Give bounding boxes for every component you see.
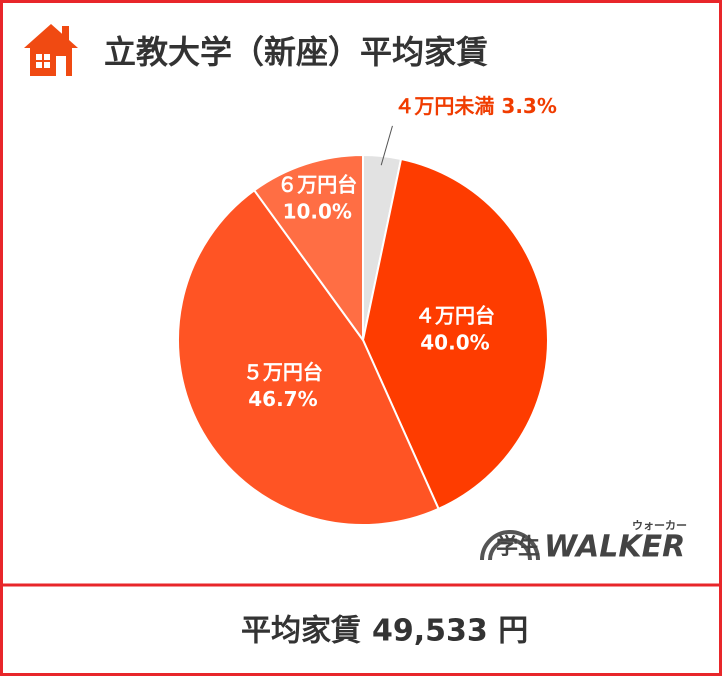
average-value: 49,533 円 bbox=[372, 614, 528, 649]
logo: 学生 WALKER ウォーカー bbox=[480, 519, 687, 565]
pie-slice bbox=[177, 188, 440, 526]
category-label: ４万円未満 bbox=[394, 93, 494, 117]
house-icon bbox=[24, 24, 78, 76]
logo-main: 学生 bbox=[496, 534, 540, 560]
average-label: 平均家賃 bbox=[241, 614, 361, 649]
chart-title: 立教大学（新座）平均家賃 bbox=[104, 33, 488, 71]
category-label: ５万円台 bbox=[243, 360, 323, 384]
value-label: 10.0% bbox=[283, 200, 352, 224]
category-label: ４万円台 bbox=[415, 304, 495, 328]
logo-brand: WALKER bbox=[544, 530, 685, 565]
category-label: ６万円台 bbox=[277, 173, 357, 197]
logo-reading: ウォーカー bbox=[632, 519, 687, 532]
leader-line bbox=[380, 125, 393, 166]
pie-slice bbox=[361, 157, 549, 511]
pie: ４万円未満 3.3% ４万円台 40.0% ５万円台 46.7% ６万円台 10.0% bbox=[177, 93, 557, 526]
value-label: 46.7% bbox=[248, 387, 317, 411]
pie-slice bbox=[252, 153, 364, 344]
value-label: 40.0% bbox=[420, 331, 489, 355]
value-label: 3.3% bbox=[501, 93, 556, 117]
data-label: ４万円未満 3.3% bbox=[394, 93, 556, 117]
